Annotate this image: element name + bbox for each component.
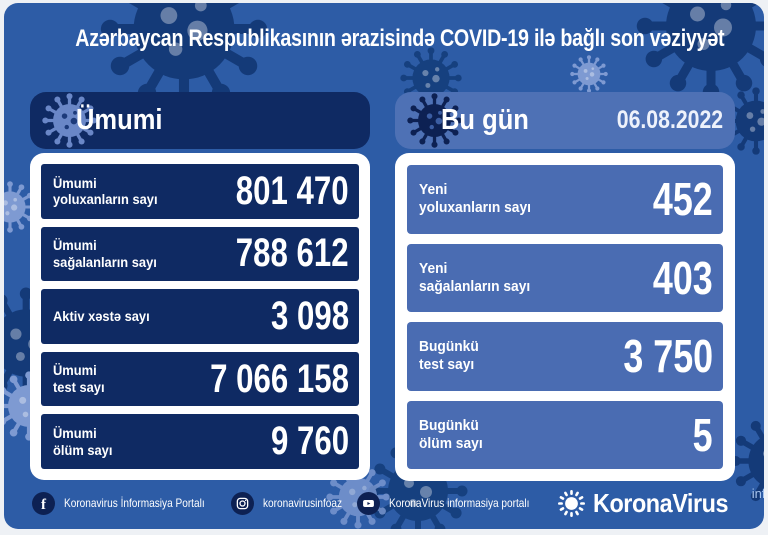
panel-total-title: Ümumi — [76, 104, 163, 136]
stat-label-line2: sağalanların sayı — [53, 253, 157, 270]
stat-row-total-tests: Ümumi test sayı 7 066 158 — [41, 351, 359, 407]
stat-label: Ümumi sağalanların sayı — [53, 237, 157, 271]
stat-value: 9 760 — [270, 419, 349, 464]
panel-today-body: Yeni yoluxanların sayı 452 Yeni sağalanl… — [395, 153, 735, 481]
stat-row-total-infected: Ümumi yoluxanların sayı 801 470 — [41, 164, 359, 219]
background: Azərbaycan Respublikasının ərazisində CO… — [4, 3, 764, 529]
youtube-label: KoronaVirus informasiya portalı — [389, 496, 530, 510]
stat-value: 801 470 — [236, 168, 349, 213]
panel-total-header: Ümumi — [30, 92, 370, 149]
report-date: 06.08.2022 — [616, 106, 723, 134]
stat-value: 7 066 158 — [210, 356, 349, 401]
stat-label-line2: test sayı — [419, 356, 475, 374]
stat-row-total-recovered: Ümumi sağalanların sayı 788 612 — [41, 226, 359, 282]
logo-text: KoronaVirus — [592, 488, 729, 518]
panel-total-body: Ümumi yoluxanların sayı 801 470 Ümumi sa… — [30, 153, 370, 480]
panel-today: Bu gün 06.08.2022 Yeni yoluxanların sayı… — [395, 92, 735, 481]
stat-label: Ümumi yoluxanların sayı — [53, 175, 158, 209]
stat-label: Ümumi test sayı — [53, 362, 105, 396]
stat-label-line2: sağalanların sayı — [419, 277, 531, 295]
stat-value: 452 — [653, 173, 713, 226]
stat-row-today-deaths: Bugünkü ölüm sayı 5 — [407, 400, 723, 469]
facebook-icon: f — [32, 491, 55, 515]
stat-value: 788 612 — [236, 231, 349, 276]
instagram-label: koronavirusinfoaz — [263, 496, 343, 510]
stat-row-active-cases: Aktiv xəstə sayı 3 098 — [41, 289, 359, 344]
footer: f Koronavirus İnformasiya Portalı korona… — [4, 483, 764, 523]
virus-sun-icon — [557, 490, 585, 517]
stat-label-line1: Bugünkü — [419, 338, 479, 356]
stat-label: Yeni sağalanların sayı — [419, 260, 530, 296]
stat-label-line1: Aktiv xəstə sayı — [53, 308, 150, 325]
stat-value: 403 — [653, 251, 713, 304]
panel-today-title: Bu gün — [441, 104, 529, 136]
stat-label-line2: yoluxanların sayı — [53, 191, 158, 208]
stat-label-line1: Ümumi — [53, 362, 97, 379]
stat-row-total-deaths: Ümumi ölüm sayı 9 760 — [41, 414, 359, 469]
stat-row-today-tests: Bugünkü test sayı 3 750 — [407, 322, 723, 391]
stat-label: Yeni yoluxanların sayı — [419, 181, 531, 217]
stat-label-line2: yoluxanların sayı — [419, 199, 531, 217]
stat-value: 5 — [693, 408, 713, 461]
page-title: Azərbaycan Respublikasının ərazisində CO… — [75, 25, 725, 52]
stat-label: Aktiv xəstə sayı — [53, 308, 150, 325]
stat-label-line1: Ümumi — [53, 424, 97, 441]
koronavirus-info-logo: KoronaVirus info — [557, 486, 764, 518]
stat-value: 3 750 — [623, 330, 713, 383]
stat-label-line2: ölüm sayı — [53, 441, 113, 458]
stat-label-line1: Ümumi — [53, 174, 97, 191]
instagram-icon — [231, 491, 255, 515]
youtube-link[interactable]: KoronaVirus informasiya portalı — [357, 491, 556, 515]
stat-label-line2: test sayı — [53, 379, 105, 396]
instagram-link[interactable]: koronavirusinfoaz — [231, 491, 357, 515]
youtube-icon — [357, 491, 381, 515]
panel-today-header: Bu gün 06.08.2022 — [395, 92, 735, 149]
panel-total: Ümumi Ümumi yoluxanların sayı 801 470 Üm… — [30, 92, 370, 480]
stat-label: Bugünkü ölüm sayı — [419, 417, 483, 453]
logo-info-suffix: info — [751, 486, 764, 501]
stat-label-line2: ölüm sayı — [419, 434, 483, 452]
stat-label-line1: Bugünkü — [419, 416, 479, 434]
stat-value: 3 098 — [270, 293, 349, 338]
stat-label-line1: Yeni — [419, 181, 448, 199]
facebook-link[interactable]: f Koronavirus İnformasiya Portalı — [32, 491, 231, 515]
stat-label-line1: Yeni — [419, 259, 448, 277]
stat-label-line1: Ümumi — [53, 237, 97, 254]
stat-label: Ümumi ölüm sayı — [53, 425, 112, 459]
stat-row-new-infected: Yeni yoluxanların sayı 452 — [407, 165, 723, 234]
stat-row-new-recovered: Yeni sağalanların sayı 403 — [407, 243, 723, 312]
facebook-label: Koronavirus İnformasiya Portalı — [64, 496, 205, 510]
virus-decoration-icon — [570, 55, 608, 93]
stat-label: Bugünkü test sayı — [419, 338, 479, 374]
